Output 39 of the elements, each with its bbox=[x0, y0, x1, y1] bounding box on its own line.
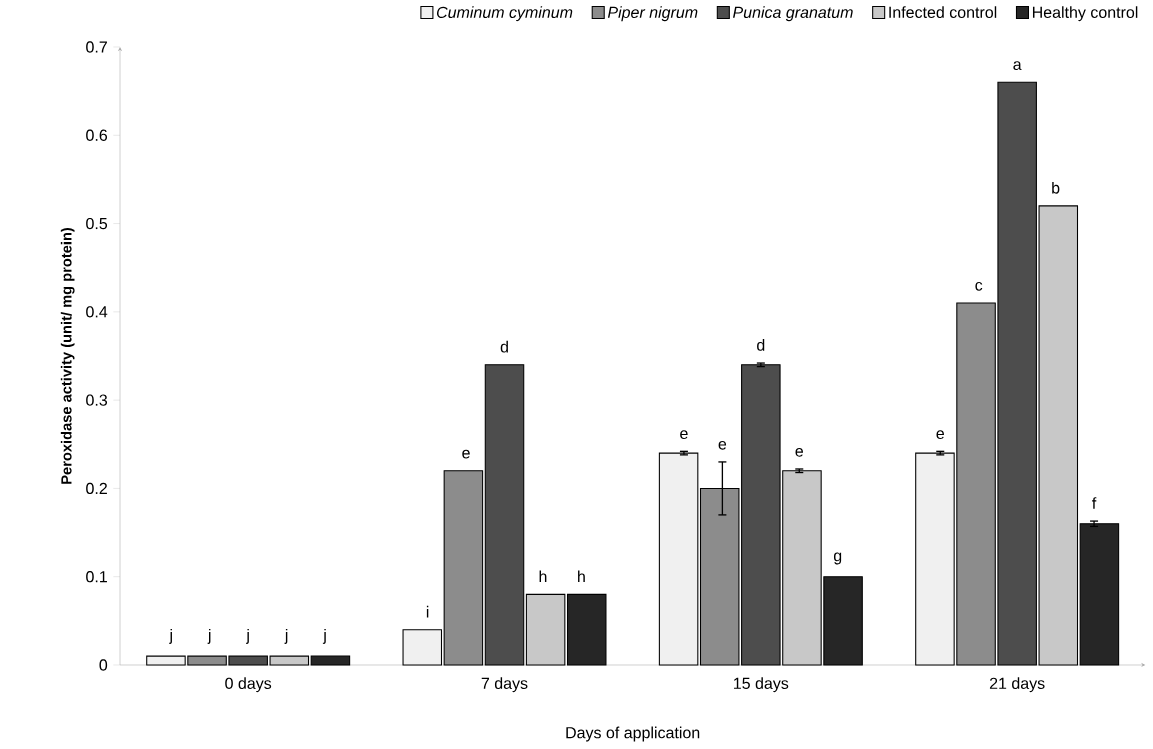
data-label: h bbox=[539, 570, 547, 583]
data-label: e bbox=[462, 449, 470, 459]
y-axis-title: Peroxidase activity (unit/ mg protein) bbox=[60, 227, 75, 484]
x-tick-label: 21 days bbox=[989, 677, 1045, 693]
x-tick-label: 0 days bbox=[225, 677, 272, 693]
data-label: e bbox=[718, 440, 727, 450]
x-axis-title: Days of application bbox=[566, 726, 700, 742]
x-tick-label: 15 days bbox=[734, 677, 789, 693]
data-label: j bbox=[169, 628, 172, 644]
y-tick-label: 0.7 bbox=[86, 41, 107, 53]
y-tick-label: 0.2 bbox=[86, 482, 107, 495]
legend-label: Healthy control bbox=[1032, 6, 1138, 22]
data-label: a bbox=[1013, 61, 1022, 71]
y-tick-label: 0.5 bbox=[86, 217, 108, 230]
legend-label: Infected control bbox=[889, 6, 997, 18]
data-label: h bbox=[578, 570, 585, 583]
data-label: d bbox=[757, 339, 765, 351]
legend-label: Punica granatum bbox=[733, 6, 853, 22]
x-tick-label: 7 days bbox=[481, 677, 528, 693]
data-label: c bbox=[975, 281, 983, 291]
data-label: j bbox=[246, 628, 249, 644]
data-label: j bbox=[284, 628, 288, 644]
data-label: j bbox=[322, 628, 326, 644]
y-tick-label: 0 bbox=[99, 659, 108, 671]
data-label: d bbox=[500, 340, 508, 353]
data-label: e bbox=[680, 430, 688, 440]
data-label: g bbox=[833, 552, 842, 565]
data-label: e bbox=[936, 430, 944, 440]
data-label: e bbox=[795, 447, 804, 457]
y-tick-label: 0.1 bbox=[86, 571, 107, 583]
y-tick-label: 0.3 bbox=[86, 394, 108, 406]
legend-label: Piper nigrum bbox=[607, 6, 698, 22]
y-tick-label: 0.6 bbox=[86, 129, 108, 141]
data-label: i bbox=[426, 605, 429, 618]
data-label: b bbox=[1052, 181, 1060, 194]
data-label: f bbox=[1092, 497, 1097, 509]
data-label: j bbox=[207, 628, 211, 644]
y-tick-label: 0.4 bbox=[86, 306, 108, 318]
legend-label: Cuminum cyminum bbox=[436, 6, 573, 22]
